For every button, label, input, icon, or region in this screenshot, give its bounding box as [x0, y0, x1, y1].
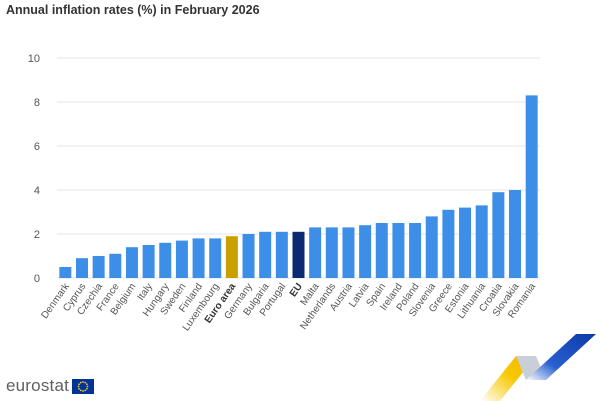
bar-greece[interactable] — [442, 209, 455, 278]
bar-netherlands[interactable] — [325, 227, 338, 278]
bar-belgium[interactable] — [125, 247, 138, 278]
chart-title: Annual inflation rates (%) in February 2… — [6, 3, 260, 17]
bar-denmark[interactable] — [59, 267, 72, 278]
bar-croatia[interactable] — [492, 192, 505, 278]
bar-sweden[interactable] — [175, 240, 188, 278]
bar-poland[interactable] — [409, 223, 422, 278]
bar-slovakia[interactable] — [509, 190, 522, 278]
eu-flag-icon — [72, 378, 95, 394]
bar-malta[interactable] — [309, 227, 322, 278]
y-tick-label: 0 — [34, 273, 40, 285]
bar-austria[interactable] — [342, 227, 355, 278]
x-axis-labels: DenmarkCyprusCzechiaFranceBelgiumItalyHu… — [39, 281, 538, 334]
bar-estonia[interactable] — [459, 207, 472, 278]
y-tick-label: 8 — [34, 97, 40, 109]
bar-czechia[interactable] — [92, 256, 105, 278]
bars — [59, 95, 538, 279]
y-axis-ticks: 0 2 4 6 8 10 — [28, 53, 40, 285]
y-tick-label: 2 — [34, 229, 40, 241]
bar-slovenia[interactable] — [425, 216, 438, 278]
bar-luxembourg[interactable] — [209, 238, 222, 278]
bar-euro-area[interactable] — [225, 236, 238, 278]
y-tick-label: 6 — [34, 141, 40, 153]
y-tick-label: 4 — [34, 185, 40, 197]
decorative-stripes — [480, 334, 596, 401]
y-tick-label: 10 — [28, 53, 40, 65]
bar-italy[interactable] — [142, 245, 155, 278]
bar-romania[interactable] — [525, 95, 538, 279]
bar-hungary[interactable] — [159, 242, 172, 278]
bar-cyprus[interactable] — [75, 258, 88, 278]
bar-germany[interactable] — [242, 234, 255, 278]
brand-name: eurostat — [6, 376, 70, 395]
bar-lithuania[interactable] — [475, 205, 488, 278]
bar-finland[interactable] — [192, 238, 205, 278]
bar-latvia[interactable] — [359, 225, 372, 278]
bar-bulgaria[interactable] — [259, 231, 272, 278]
bar-ireland[interactable] — [392, 223, 405, 278]
bar-france[interactable] — [109, 253, 122, 278]
bar-spain[interactable] — [375, 223, 388, 278]
eurostat-logo: eurostat — [6, 376, 95, 396]
bar-portugal[interactable] — [275, 231, 288, 278]
bar-eu[interactable] — [292, 231, 305, 278]
